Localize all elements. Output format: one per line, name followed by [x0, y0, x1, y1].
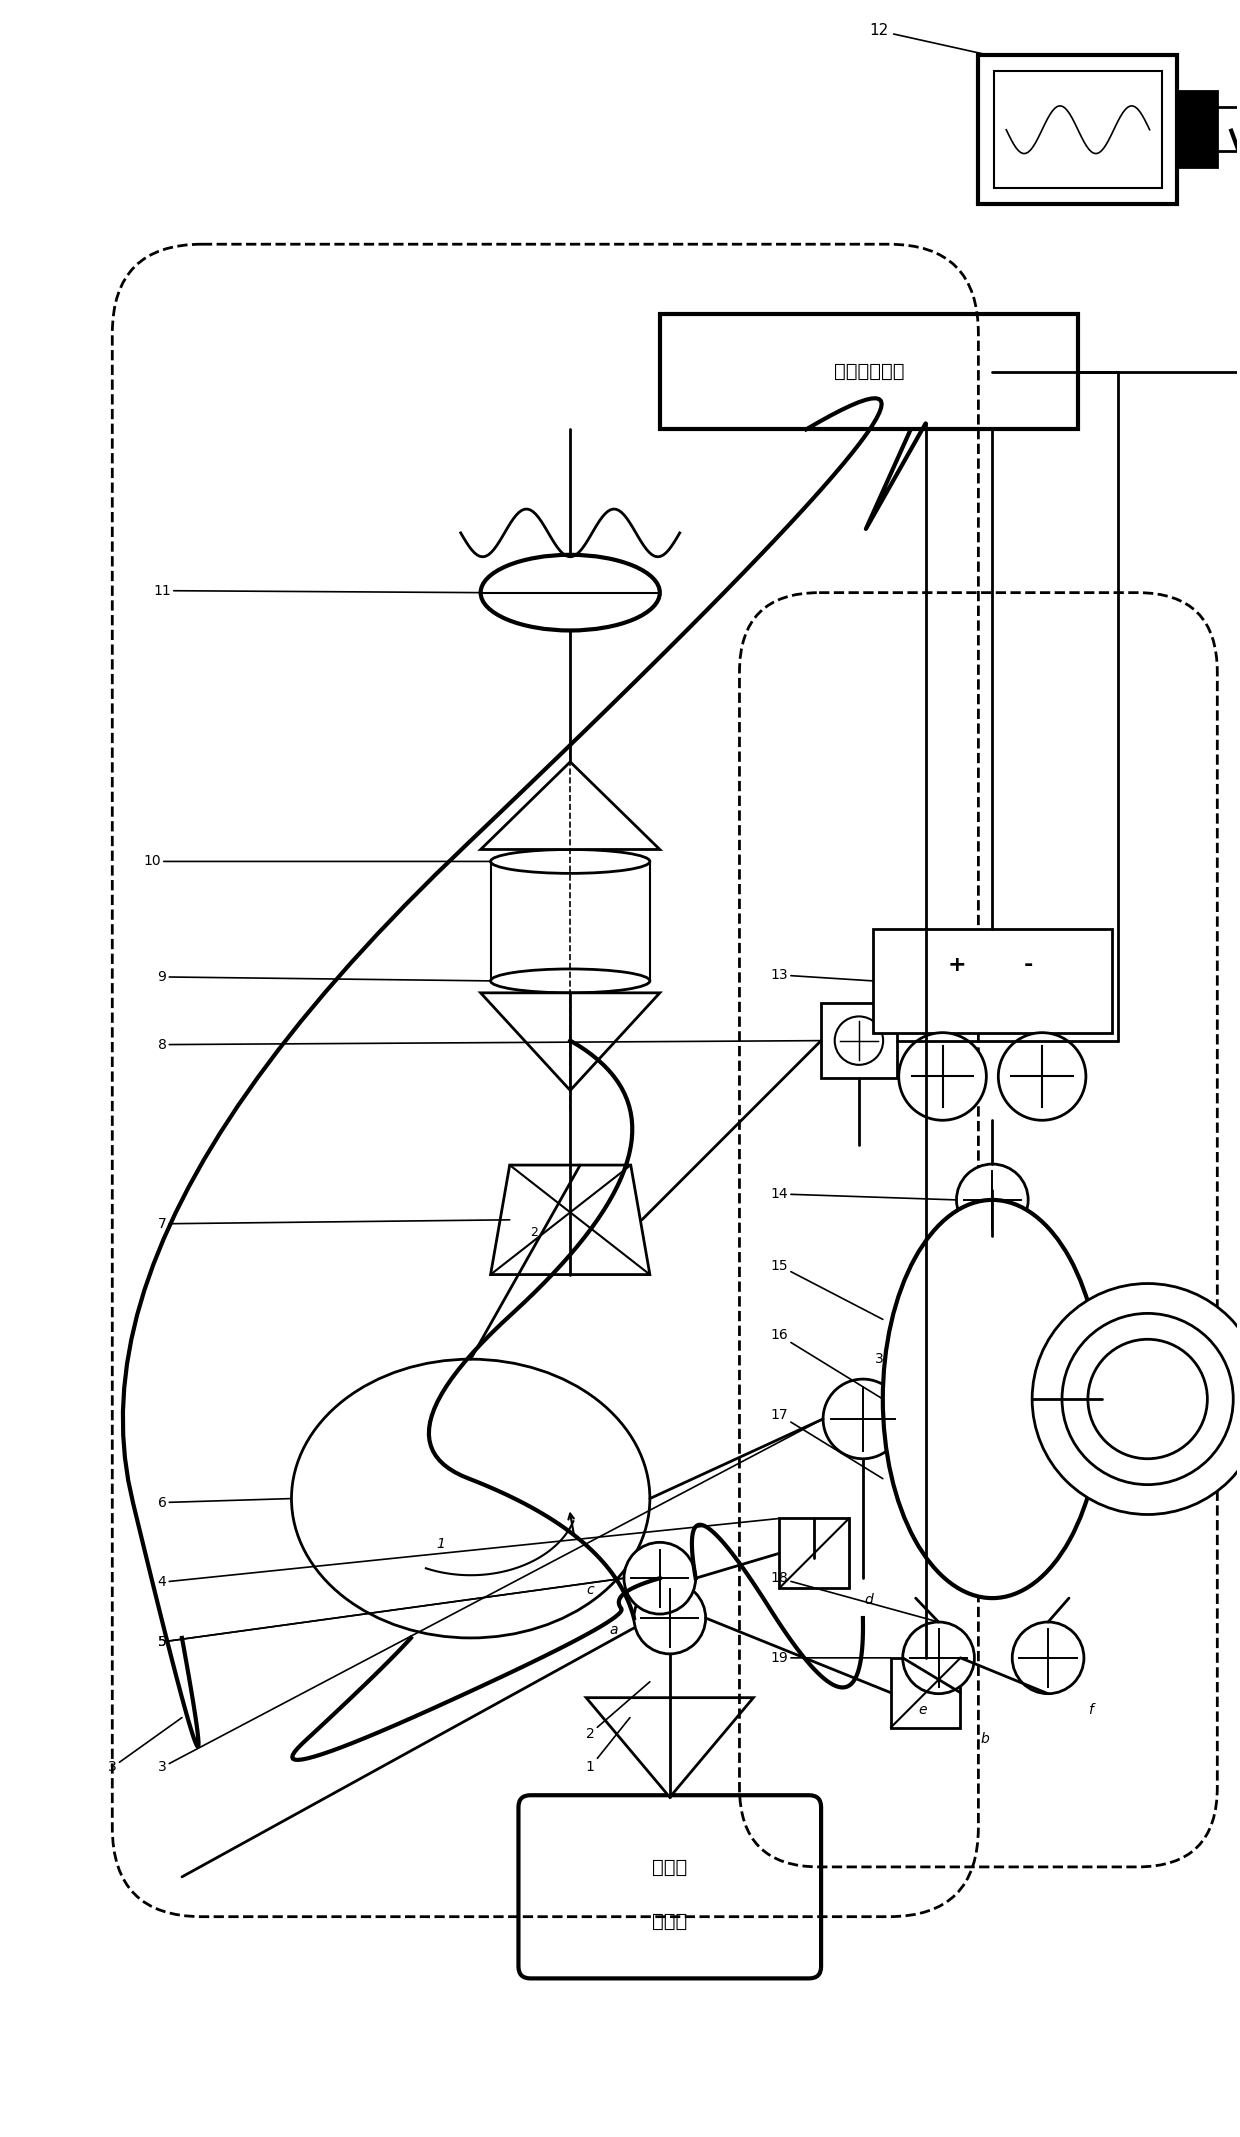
Bar	[1218, 107, 1240, 150]
Ellipse shape	[883, 1199, 1102, 1598]
Polygon shape	[587, 1697, 754, 1797]
Ellipse shape	[481, 556, 660, 630]
Text: c: c	[587, 1584, 594, 1596]
Ellipse shape	[491, 851, 650, 874]
Text: 17: 17	[770, 1408, 883, 1479]
Text: 2: 2	[585, 1682, 650, 1740]
Text: 3: 3	[108, 1718, 182, 1774]
Text: d: d	[864, 1592, 873, 1607]
Text: 3: 3	[874, 1353, 883, 1366]
Text: 半导体放大器: 半导体放大器	[833, 361, 904, 380]
Circle shape	[899, 1032, 986, 1120]
Circle shape	[624, 1543, 696, 1613]
Text: 1: 1	[436, 1537, 445, 1551]
Text: -: -	[1023, 955, 1033, 974]
Polygon shape	[481, 994, 660, 1090]
Bar	[1178, 92, 1218, 167]
Text: 激光器: 激光器	[652, 1913, 687, 1932]
Text: 1: 1	[585, 1718, 630, 1774]
Bar	[821, 1002, 897, 1079]
Text: 14: 14	[770, 1186, 956, 1201]
Circle shape	[1087, 1340, 1208, 1460]
Circle shape	[823, 1378, 903, 1460]
Circle shape	[634, 1581, 706, 1654]
Text: 5: 5	[157, 1579, 624, 1650]
Text: b: b	[981, 1733, 990, 1746]
Text: 可调谐: 可调谐	[652, 1859, 687, 1876]
Circle shape	[835, 1017, 883, 1064]
Bar	[978, 56, 1178, 205]
Circle shape	[1061, 1314, 1234, 1485]
Text: 12: 12	[869, 24, 986, 53]
Text: e: e	[919, 1703, 928, 1716]
Text: 4: 4	[157, 1519, 779, 1590]
Text: 6: 6	[157, 1496, 291, 1509]
Polygon shape	[491, 1165, 650, 1274]
Circle shape	[903, 1622, 975, 1695]
Text: 16: 16	[770, 1329, 883, 1400]
Circle shape	[998, 1032, 1086, 1120]
Text: 3: 3	[157, 1419, 823, 1774]
Text: 15: 15	[770, 1259, 883, 1319]
Bar	[779, 1519, 849, 1588]
Ellipse shape	[491, 968, 650, 994]
Text: 7: 7	[157, 1216, 510, 1231]
Bar	[873, 930, 1112, 1032]
Polygon shape	[481, 763, 660, 851]
Text: f: f	[1087, 1703, 1092, 1716]
Circle shape	[956, 1165, 1028, 1235]
Circle shape	[1032, 1284, 1240, 1515]
Text: 10: 10	[144, 855, 491, 868]
Bar	[660, 314, 1078, 430]
Text: 18: 18	[770, 1571, 939, 1622]
Text: 2: 2	[531, 1227, 538, 1239]
Circle shape	[1012, 1622, 1084, 1695]
Text: 11: 11	[154, 583, 481, 598]
Text: 19: 19	[770, 1652, 890, 1665]
Text: a: a	[610, 1622, 619, 1637]
Bar	[994, 71, 1162, 188]
Text: 9: 9	[157, 970, 491, 983]
Bar	[890, 1658, 961, 1727]
Text: 13: 13	[770, 968, 873, 981]
Text: 5: 5	[157, 1579, 624, 1650]
Text: 8: 8	[157, 1039, 821, 1051]
Text: +: +	[947, 955, 966, 974]
Ellipse shape	[291, 1359, 650, 1637]
FancyBboxPatch shape	[518, 1795, 821, 1979]
